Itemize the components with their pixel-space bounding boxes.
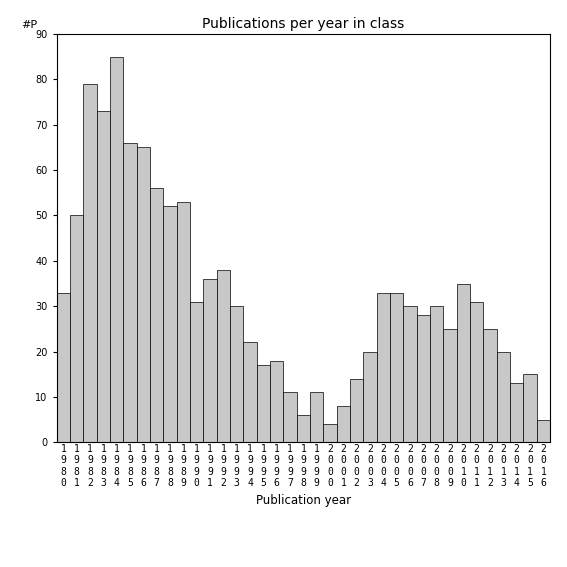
Bar (363, 352, 376, 442)
Bar (97, 111, 110, 442)
Bar (403, 306, 417, 442)
Y-axis label: #P: #P (22, 20, 37, 30)
Bar (284, 392, 297, 442)
Bar (470, 302, 483, 442)
Bar (323, 424, 337, 442)
Bar (57, 293, 70, 442)
Bar (190, 302, 204, 442)
Bar (230, 306, 243, 442)
Bar (137, 147, 150, 442)
Bar (337, 406, 350, 442)
Bar (150, 188, 163, 442)
Bar (70, 215, 83, 442)
Bar (443, 329, 456, 442)
Bar (204, 279, 217, 442)
Bar (456, 284, 470, 442)
Bar (177, 202, 190, 442)
Bar (376, 293, 390, 442)
Bar (163, 206, 177, 442)
Bar (483, 329, 497, 442)
Bar (83, 84, 97, 442)
Bar (310, 392, 323, 442)
Bar (257, 365, 270, 442)
Bar (417, 315, 430, 442)
Bar (270, 361, 284, 442)
Bar (430, 306, 443, 442)
Bar (297, 415, 310, 442)
X-axis label: Publication year: Publication year (256, 494, 351, 507)
Bar (350, 379, 363, 442)
Bar (217, 270, 230, 442)
Bar (497, 352, 510, 442)
Bar (536, 420, 550, 442)
Bar (110, 57, 124, 442)
Bar (390, 293, 403, 442)
Bar (510, 383, 523, 442)
Title: Publications per year in class: Publications per year in class (202, 18, 404, 31)
Bar (523, 374, 536, 442)
Bar (124, 143, 137, 442)
Bar (243, 342, 257, 442)
